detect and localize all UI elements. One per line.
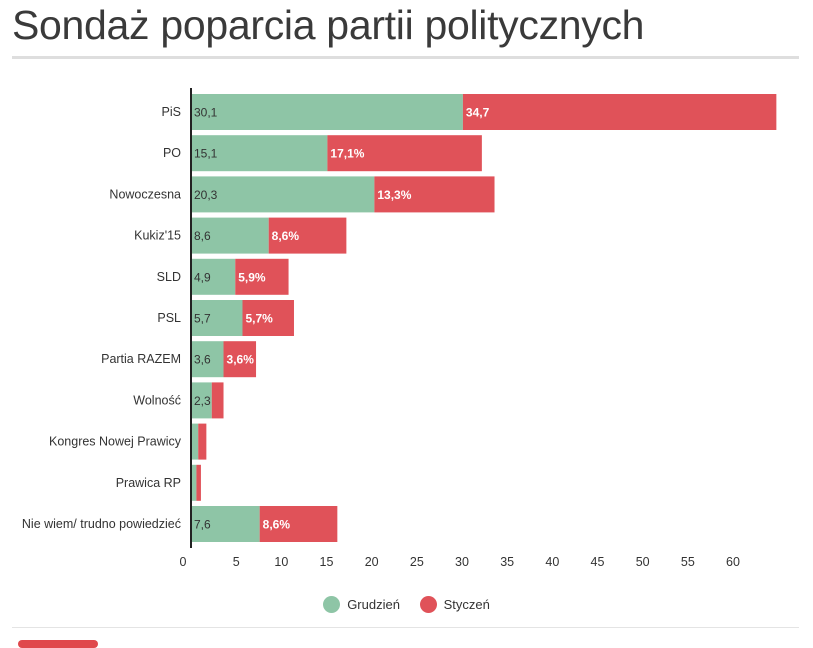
data-label: 34,7 — [466, 106, 490, 120]
brand-mark — [18, 640, 98, 648]
bar-grudzien — [191, 217, 269, 254]
x-tick-label: 40 — [545, 555, 559, 569]
category-label: Kukiz'15 — [134, 229, 181, 243]
category-label: PiS — [162, 105, 181, 119]
chart-legend: Grudzień Styczeń — [0, 596, 813, 616]
bar-styczen — [462, 94, 777, 130]
bar-styczen — [198, 423, 207, 460]
data-label: 15,1 — [194, 147, 218, 161]
bar-styczen — [268, 217, 347, 254]
bar-grudzien — [191, 382, 212, 419]
data-label: 7,6 — [194, 518, 211, 532]
data-label: 3,6 — [194, 353, 211, 367]
category-label: Partia RAZEM — [101, 352, 181, 366]
x-tick-label: 55 — [681, 555, 695, 569]
legend-swatch-grudzien — [323, 596, 341, 613]
data-label: 5,7% — [245, 312, 273, 326]
category-label: SLD — [157, 270, 181, 284]
bar-grudzien — [191, 135, 328, 172]
data-label: 30,1 — [194, 106, 218, 120]
category-label: Nie wiem/ trudno powiedzieć — [22, 517, 181, 531]
x-tick-label: 25 — [410, 555, 424, 569]
x-tick-label: 10 — [274, 555, 288, 569]
bar-styczen — [374, 176, 495, 213]
bar-styczen — [242, 300, 294, 336]
x-tick-label: 0 — [180, 555, 187, 569]
x-tick-label: 60 — [726, 555, 740, 569]
category-label: PSL — [157, 311, 181, 325]
data-label: 8,6% — [272, 229, 300, 243]
x-tick-label: 15 — [320, 555, 334, 569]
data-label: 5,9% — [238, 270, 266, 284]
x-tick-label: 5 — [233, 555, 240, 569]
bar-styczen — [211, 382, 224, 419]
data-label: 8,6% — [263, 518, 291, 532]
bar-grudzien — [191, 300, 243, 336]
bar-grudzien — [191, 176, 375, 213]
data-label: 5,7 — [194, 312, 211, 326]
bar-styczen — [235, 258, 289, 295]
data-label: 20,3 — [194, 188, 218, 202]
category-label: Wolność — [133, 393, 181, 407]
bar-grudzien — [191, 464, 197, 501]
legend-label-styczen: Styczeń — [443, 597, 490, 612]
legend-label-grudzien: Grudzień — [347, 597, 400, 612]
legend-item-styczen[interactable]: Styczeń — [419, 596, 490, 613]
category-label: Prawica RP — [116, 476, 181, 490]
x-tick-label: 20 — [365, 555, 379, 569]
bar-grudzien — [191, 423, 199, 460]
category-label: Kongres Nowej Prawicy — [49, 435, 182, 449]
data-label: 4,9 — [194, 270, 211, 284]
bar-styczen — [196, 464, 201, 501]
title-divider — [12, 56, 799, 59]
category-label: PO — [163, 146, 181, 160]
chart-title: Sondaż poparcia partii politycznych — [12, 2, 645, 48]
bar-styczen — [223, 341, 257, 378]
bar-styczen — [259, 506, 338, 542]
category-label: Nowoczesna — [109, 187, 181, 201]
data-label: 2,3 — [194, 394, 211, 408]
data-label: 17,1% — [330, 147, 364, 161]
legend-item-grudzien[interactable]: Grudzień — [323, 596, 400, 613]
bar-styczen — [327, 135, 482, 172]
x-tick-label: 45 — [591, 555, 605, 569]
data-label: 13,3% — [377, 188, 411, 202]
bar-grudzien — [191, 341, 224, 378]
stacked-bar-chart: PiS 30,1 34,7 PO 15,1 17,1% Nowoczesna 20,3 13,3… — [22, 88, 777, 569]
data-label: 3,6% — [227, 353, 255, 367]
bar-grudzien — [191, 258, 236, 295]
x-tick-label: 30 — [455, 555, 469, 569]
x-tick-label: 35 — [500, 555, 514, 569]
bar-grudzien — [191, 506, 260, 542]
x-tick-label: 50 — [636, 555, 650, 569]
legend-swatch-styczen — [419, 596, 437, 613]
bottom-divider — [12, 627, 799, 628]
data-label: 8,6 — [194, 229, 211, 243]
bar-grudzien — [191, 94, 463, 130]
